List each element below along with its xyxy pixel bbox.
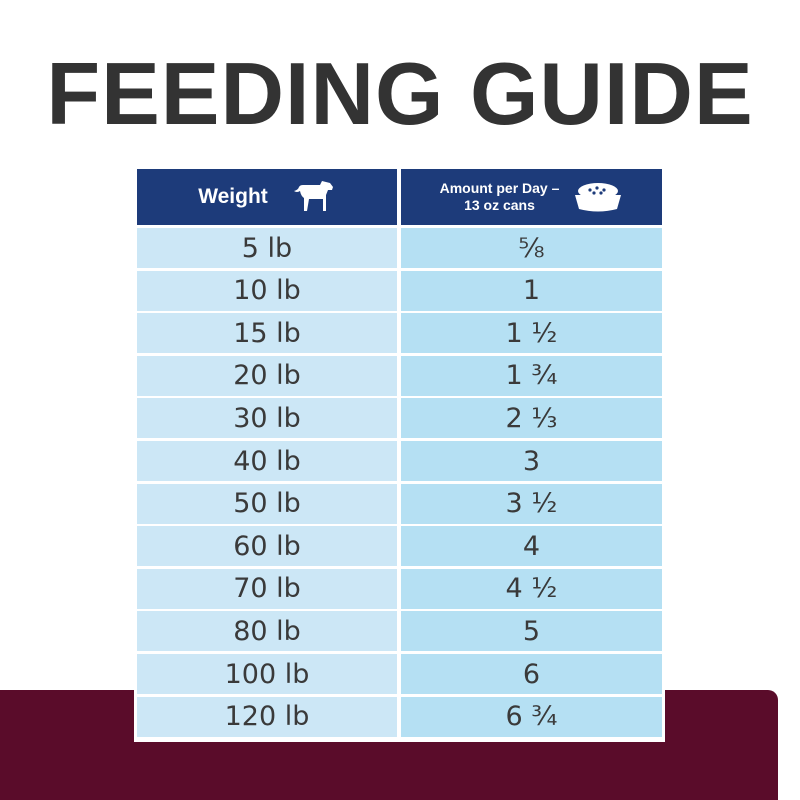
header-cell: Amount per Day – 13 oz cans (401, 169, 662, 225)
weight-cell: 20 lb (137, 355, 397, 396)
weight-cell: 5 lb (137, 228, 397, 268)
amount-cell: 4 ½ (401, 568, 662, 609)
weight-cell: 40 lb (137, 441, 397, 481)
weight-cell: 100 lb (137, 654, 397, 694)
header-text: Amount per Day – 13 oz cans (439, 180, 560, 213)
amount-cell: ⅝ (401, 228, 662, 268)
amount-cell: 1 ¾ (401, 355, 662, 396)
amount-cell: 6 ¾ (401, 696, 662, 737)
amount-cell: 2 ⅓ (401, 398, 662, 439)
amount-cell: 6 (401, 654, 662, 694)
title: FEEDING GUIDE (46, 44, 754, 143)
weight-cell: 10 lb (137, 270, 397, 311)
header-cell: Weight (137, 169, 397, 225)
feeding-table: Weight Amount per Day – 13 oz cans 5 lb ⅝… (134, 166, 665, 742)
weight-cell: 50 lb (137, 483, 397, 524)
weight-cell: 30 lb (137, 398, 397, 439)
weight-cell: 70 lb (137, 568, 397, 609)
amount-cell: 4 (401, 526, 662, 567)
weight-cell: 15 lb (137, 313, 397, 354)
bowl-icon (574, 183, 621, 212)
amount-cell: 3 ½ (401, 483, 662, 524)
amount-cell: 1 (401, 270, 662, 311)
weight-cell: 120 lb (137, 696, 397, 737)
amount-cell: 1 ½ (401, 313, 662, 354)
dog-icon (293, 181, 333, 211)
weight-cell: 80 lb (137, 611, 397, 652)
amount-cell: 5 (401, 611, 662, 652)
weight-cell: 60 lb (137, 526, 397, 567)
amount-cell: 3 (401, 441, 662, 481)
header-text: Weight (198, 185, 268, 208)
